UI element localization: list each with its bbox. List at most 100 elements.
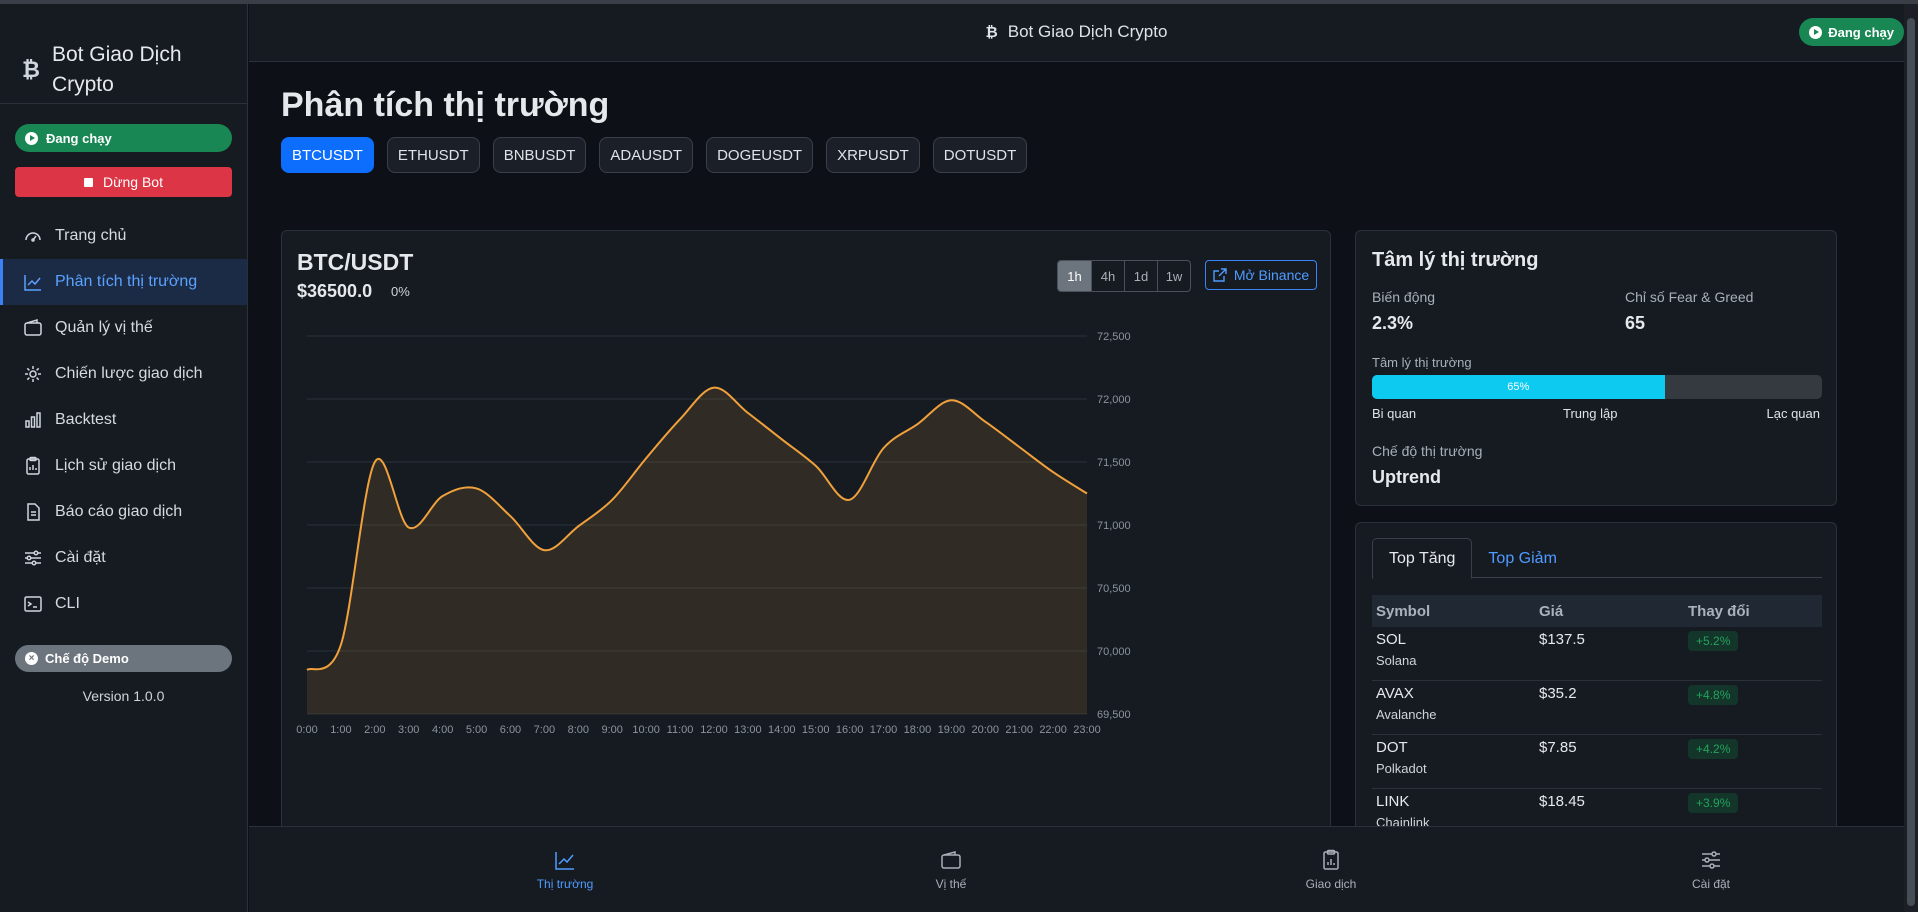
fear-greed-value: 65 bbox=[1625, 313, 1646, 333]
clipboard-icon bbox=[1323, 849, 1339, 870]
symbol-button-xrpusdt[interactable]: XRPUSDT bbox=[826, 137, 920, 173]
bottom-nav-trades[interactable]: Giao dịch bbox=[1271, 849, 1391, 891]
sidebar-nav: Trang chủ Phân tích thị trường Quản lý v… bbox=[0, 213, 247, 627]
y-tick-label: 71,000 bbox=[1097, 520, 1131, 532]
row-symbol: DOT bbox=[1376, 739, 1408, 756]
sidebar-item-label: Trang chủ bbox=[55, 227, 127, 244]
x-tick-label: 2:00 bbox=[364, 724, 385, 736]
row-symbol: SOL bbox=[1376, 631, 1407, 648]
timeframe-4h-button[interactable]: 4h bbox=[1091, 261, 1124, 291]
top-movers-card: Top Tăng Top Giảm Symbol Giá Thay đổi SO… bbox=[1355, 522, 1837, 852]
x-tick-label: 7:00 bbox=[534, 724, 555, 736]
table-row[interactable]: SOL Solana $137.5 +5.2% bbox=[1372, 627, 1822, 681]
header-status-badge: Đang chạy bbox=[1799, 18, 1904, 46]
sliders-icon bbox=[1702, 851, 1720, 869]
header-title-text: Bot Giao Dịch Crypto bbox=[1007, 22, 1168, 41]
sidebar-item-label: Phân tích thị trường bbox=[55, 273, 198, 290]
page-scrollbar[interactable] bbox=[1904, 4, 1918, 912]
play-circle-icon bbox=[1809, 25, 1823, 39]
tab-top-losers[interactable]: Top Giảm bbox=[1488, 549, 1557, 567]
x-tick-label: 1:00 bbox=[330, 724, 351, 736]
tab-top-gainers[interactable]: Top Tăng bbox=[1372, 538, 1473, 579]
bottom-nav-market[interactable]: Thị trường bbox=[505, 849, 625, 891]
table-row[interactable]: DOT Polkadot $7.85 +4.2% bbox=[1372, 735, 1822, 789]
symbol-button-ethusdt[interactable]: ETHUSDT bbox=[386, 137, 480, 173]
fear-greed-label: Chỉ số Fear & Greed bbox=[1625, 289, 1754, 305]
sidebar-item-reports[interactable]: Báo cáo giao dịch bbox=[0, 489, 247, 535]
change-badge: +5.2% bbox=[1688, 631, 1739, 651]
sidebar: ₿ Bot Giao Dịch Crypto Đang chạy Dừng Bo… bbox=[0, 4, 248, 912]
bitcoin-icon: ₿ bbox=[22, 56, 40, 82]
row-price: $137.5 bbox=[1539, 631, 1585, 648]
change-badge: +3.9% bbox=[1688, 793, 1739, 813]
sentiment-progress-bar: 65% bbox=[1372, 375, 1822, 399]
row-price: $35.2 bbox=[1539, 685, 1577, 702]
sidebar-brand[interactable]: ₿ Bot Giao Dịch Crypto bbox=[0, 4, 247, 104]
row-name: Avalanche bbox=[1376, 707, 1437, 722]
movers-tabs: Top Tăng Top Giảm bbox=[1372, 538, 1822, 579]
sentiment-progress-fill: 65% bbox=[1372, 375, 1665, 399]
x-tick-label: 11:00 bbox=[667, 724, 694, 736]
sentiment-bar-label: Tâm lý thị trường bbox=[1372, 355, 1472, 370]
play-circle-icon bbox=[25, 131, 38, 145]
bottom-nav-label: Giao dịch bbox=[1305, 877, 1357, 891]
price-area-fill bbox=[307, 387, 1087, 714]
y-tick-label: 72,000 bbox=[1097, 394, 1131, 406]
y-tick-label: 70,000 bbox=[1097, 646, 1131, 658]
symbol-button-dotusdt[interactable]: DOTUSDT bbox=[932, 137, 1028, 173]
bottom-nav-label: Vị thế bbox=[935, 877, 967, 891]
open-binance-button[interactable]: Mở Binance bbox=[1205, 260, 1317, 290]
external-link-icon bbox=[1213, 268, 1227, 282]
scrollbar-thumb[interactable] bbox=[1907, 18, 1915, 906]
sidebar-item-cli[interactable]: CLI bbox=[0, 581, 247, 627]
sidebar-item-positions[interactable]: Quản lý vị thế bbox=[0, 305, 247, 351]
column-header-symbol: Symbol bbox=[1376, 602, 1431, 620]
bottom-nav-settings[interactable]: Cài đặt bbox=[1651, 849, 1771, 891]
legend-neutral: Trung lập bbox=[1563, 406, 1618, 421]
sidebar-item-market-analysis[interactable]: Phân tích thị trường bbox=[0, 259, 247, 305]
price-chart-card: BTC/USDT $36500.0 0% 1h 4h 1d 1w Mở Bina… bbox=[281, 230, 1331, 850]
symbol-button-bnbusdt[interactable]: BNBUSDT bbox=[492, 137, 587, 173]
close-circle-icon: × bbox=[25, 652, 38, 665]
window-top-border bbox=[0, 0, 1918, 4]
x-tick-label: 13:00 bbox=[734, 724, 762, 736]
document-icon bbox=[27, 503, 40, 521]
table-row[interactable]: AVAX Avalanche $35.2 +4.8% bbox=[1372, 681, 1822, 735]
price-line bbox=[306, 386, 1088, 671]
sidebar-item-backtest[interactable]: Backtest bbox=[0, 397, 247, 443]
x-tick-label: 12:00 bbox=[700, 724, 728, 736]
bottom-nav-positions[interactable]: Vị thế bbox=[891, 849, 1011, 891]
x-tick-label: 17:00 bbox=[870, 724, 898, 736]
bitcoin-icon: ₿ bbox=[985, 24, 998, 41]
sidebar-item-strategy[interactable]: Chiến lược giao dịch bbox=[0, 351, 247, 397]
clipboard-icon bbox=[26, 456, 40, 475]
row-symbol: AVAX bbox=[1376, 685, 1414, 702]
timeframe-1w-button[interactable]: 1w bbox=[1157, 261, 1190, 291]
symbol-button-dogeusdt[interactable]: DOGEUSDT bbox=[706, 137, 814, 173]
demo-mode-label: Chế độ Demo bbox=[45, 651, 129, 666]
sidebar-item-home[interactable]: Trang chủ bbox=[0, 213, 247, 259]
market-sentiment-card: Tâm lý thị trường Biến động 2.3% Chỉ số … bbox=[1355, 230, 1837, 506]
demo-mode-badge: × Chế độ Demo bbox=[15, 645, 232, 672]
y-tick-label: 72,500 bbox=[1097, 331, 1131, 343]
sidebar-item-history[interactable]: Lịch sử giao dịch bbox=[0, 443, 247, 489]
x-tick-label: 10:00 bbox=[632, 724, 660, 736]
legend-bullish: Lạc quan bbox=[1766, 406, 1821, 421]
symbol-button-adausdt[interactable]: ADAUSDT bbox=[599, 137, 694, 173]
x-tick-label: 3:00 bbox=[398, 724, 419, 736]
bottom-nav-label: Thị trường bbox=[536, 877, 594, 891]
x-tick-label: 5:00 bbox=[466, 724, 487, 736]
timeframe-selector: 1h 4h 1d 1w bbox=[1057, 260, 1191, 292]
gear-icon bbox=[25, 366, 41, 382]
bot-status-label: Đang chạy bbox=[46, 130, 112, 146]
market-regime-value: Uptrend bbox=[1372, 467, 1441, 487]
stop-bot-button[interactable]: Dừng Bot bbox=[15, 167, 232, 197]
timeframe-1d-button[interactable]: 1d bbox=[1124, 261, 1157, 291]
symbol-button-btcusdt[interactable]: BTCUSDT bbox=[281, 137, 374, 173]
timeframe-1h-button[interactable]: 1h bbox=[1058, 261, 1091, 291]
brand-title: Bot Giao Dịch Crypto bbox=[51, 42, 182, 96]
movers-table: Symbol Giá Thay đổi SOL Solana $137.5 +5.… bbox=[1372, 595, 1822, 843]
bot-status-badge: Đang chạy bbox=[15, 124, 232, 152]
sidebar-item-settings[interactable]: Cài đặt bbox=[0, 535, 247, 581]
